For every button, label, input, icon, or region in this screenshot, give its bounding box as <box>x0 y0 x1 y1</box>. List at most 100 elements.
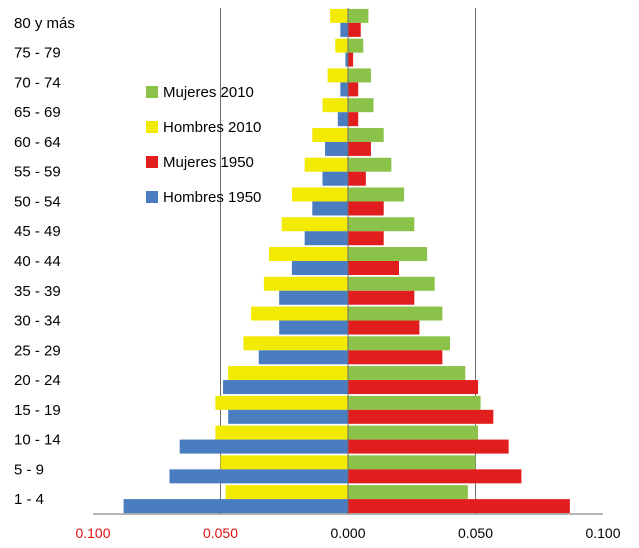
bar-mujeres-2010 <box>348 8 369 23</box>
bar-mujeres-1950 <box>348 52 354 67</box>
bar-hombres-2010 <box>268 247 348 261</box>
bar-hombres-2010 <box>281 217 348 232</box>
bar-hombres-2010 <box>327 68 348 83</box>
bar-hombres-2010 <box>322 98 348 113</box>
legend-label: Hombres 1950 <box>163 189 261 206</box>
bar-mujeres-2010 <box>348 306 443 321</box>
y-tick-label: 20 - 24 <box>14 372 61 389</box>
bar-hombres-2010 <box>291 187 348 202</box>
bar-mujeres-1950 <box>348 290 415 305</box>
bar-mujeres-2010 <box>348 336 450 351</box>
y-tick-label: 55 - 59 <box>14 164 61 181</box>
bar-mujeres-2010 <box>348 425 479 440</box>
bar-hombres-1950 <box>337 112 348 127</box>
bar-mujeres-2010 <box>348 276 435 291</box>
x-tick-label: 0.050 <box>203 525 238 541</box>
bar-hombres-1950 <box>304 231 348 246</box>
bar-mujeres-1950 <box>348 141 371 156</box>
bar-mujeres-1950 <box>348 380 479 395</box>
y-tick-label: 50 - 54 <box>14 193 61 210</box>
bar-mujeres-2010 <box>348 157 392 172</box>
bar-hombres-2010 <box>215 395 348 410</box>
y-tick-label: 70 - 74 <box>14 74 61 91</box>
bar-hombres-1950 <box>169 469 348 484</box>
bar-mujeres-1950 <box>348 171 366 186</box>
y-tick-label: 15 - 19 <box>14 402 61 419</box>
bar-mujeres-1950 <box>348 261 399 275</box>
bar-mujeres-1950 <box>348 201 384 216</box>
x-tick-label: 0.000 <box>330 525 365 541</box>
bar-hombres-1950 <box>325 141 348 156</box>
bar-mujeres-2010 <box>348 38 364 53</box>
bar-hombres-1950 <box>340 22 348 37</box>
y-tick-label: 35 - 39 <box>14 283 61 300</box>
y-tick-label: 65 - 69 <box>14 104 61 121</box>
bar-hombres-1950 <box>223 380 348 395</box>
x-tick-labels: 0.100 0.050 0.000 0.050 0.100 <box>75 525 620 541</box>
bar-hombres-2010 <box>225 485 348 500</box>
bar-mujeres-1950 <box>348 22 361 37</box>
bar-hombres-2010 <box>330 8 348 23</box>
bar-mujeres-1950 <box>348 112 359 127</box>
y-tick-label: 40 - 44 <box>14 253 61 270</box>
y-tick-label: 1 - 4 <box>14 491 44 508</box>
bar-hombres-1950 <box>279 290 348 305</box>
y-tick-label: 25 - 29 <box>14 342 61 359</box>
legend-swatch <box>146 156 158 168</box>
x-tick-label: 0.100 <box>75 525 110 541</box>
bar-mujeres-1950 <box>348 320 420 335</box>
legend-swatch <box>146 86 158 98</box>
y-tick-label: 60 - 64 <box>14 134 61 151</box>
bars-group <box>123 8 570 514</box>
bar-mujeres-2010 <box>348 455 476 470</box>
bar-hombres-1950 <box>345 52 348 67</box>
y-tick-label: 45 - 49 <box>14 223 61 240</box>
bar-hombres-2010 <box>228 366 348 381</box>
bar-hombres-2010 <box>220 455 348 470</box>
legend-label: Mujeres 2010 <box>163 84 254 101</box>
bar-hombres-2010 <box>263 276 348 291</box>
bar-mujeres-1950 <box>348 439 509 454</box>
bar-mujeres-2010 <box>348 68 371 83</box>
x-tick-label: 0.050 <box>458 525 493 541</box>
bar-hombres-1950 <box>258 350 348 365</box>
bar-hombres-1950 <box>322 171 348 186</box>
legend-label: Hombres 2010 <box>163 119 261 136</box>
axes-group <box>93 8 603 515</box>
bar-hombres-1950 <box>312 201 348 216</box>
y-tick-label: 80 y más <box>14 15 75 32</box>
bar-mujeres-2010 <box>348 247 428 261</box>
bar-mujeres-2010 <box>348 217 415 232</box>
bar-mujeres-2010 <box>348 395 481 410</box>
bar-hombres-1950 <box>340 82 348 97</box>
bar-mujeres-1950 <box>348 350 443 365</box>
bar-mujeres-2010 <box>348 187 405 202</box>
bar-hombres-2010 <box>304 157 348 172</box>
legend-swatch <box>146 121 158 133</box>
bar-hombres-2010 <box>215 425 348 440</box>
y-tick-label: 75 - 79 <box>14 45 61 62</box>
bar-hombres-2010 <box>251 306 348 321</box>
bar-mujeres-1950 <box>348 469 522 484</box>
bar-hombres-2010 <box>335 38 348 53</box>
bar-mujeres-2010 <box>348 366 466 381</box>
bar-hombres-1950 <box>228 409 348 424</box>
y-tick-label: 30 - 34 <box>14 313 61 330</box>
bar-mujeres-2010 <box>348 127 384 142</box>
bar-mujeres-2010 <box>348 98 374 113</box>
bar-hombres-1950 <box>279 320 348 335</box>
bar-mujeres-2010 <box>348 485 468 500</box>
y-tick-labels: 80 y más 75 - 79 70 - 74 65 - 69 60 - 64 55 -… <box>14 15 75 508</box>
bar-hombres-1950 <box>123 499 348 514</box>
y-tick-label: 10 - 14 <box>14 432 61 449</box>
bar-mujeres-1950 <box>348 82 359 97</box>
y-tick-label: 5 - 9 <box>14 461 44 478</box>
bar-hombres-2010 <box>312 127 348 142</box>
bar-hombres-1950 <box>291 261 348 275</box>
x-tick-label: 0.100 <box>585 525 620 541</box>
bar-mujeres-1950 <box>348 499 570 514</box>
bar-hombres-1950 <box>179 439 348 454</box>
bar-hombres-2010 <box>243 336 348 351</box>
legend-swatch <box>146 191 158 203</box>
